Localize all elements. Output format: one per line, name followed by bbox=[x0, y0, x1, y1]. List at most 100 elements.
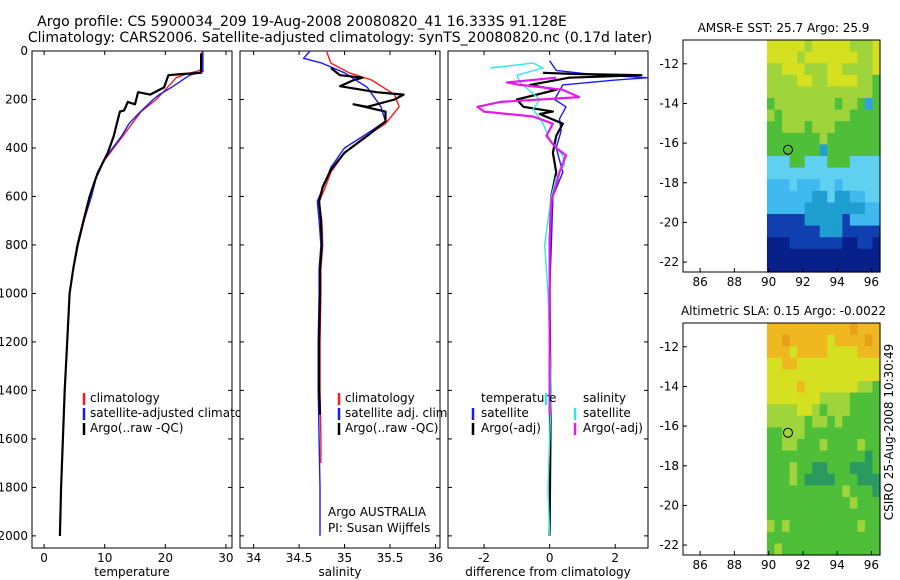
sst_map-cell bbox=[834, 51, 843, 64]
sst_map-cell bbox=[857, 40, 866, 53]
sla_map-argo-marker bbox=[782, 427, 793, 438]
sla_map-cell bbox=[774, 520, 783, 533]
sla_map-cell bbox=[849, 404, 858, 417]
sst_map-cell bbox=[782, 98, 791, 111]
sst_map-xtick-label: 94 bbox=[830, 275, 845, 289]
sla_map-cell bbox=[834, 473, 843, 486]
sla_map-cell bbox=[842, 497, 851, 510]
sla_map-cell bbox=[782, 439, 791, 452]
sla_map-cell bbox=[766, 485, 776, 498]
sla_map-cell bbox=[842, 369, 851, 382]
sla_map-cell bbox=[797, 369, 806, 382]
sla_map-cell bbox=[834, 404, 843, 417]
sst_map-cell bbox=[864, 51, 874, 64]
temperature-ytick-label: 800 bbox=[5, 238, 28, 252]
sst_map-cell bbox=[789, 190, 798, 203]
difference-xlabel: difference from climatology bbox=[465, 565, 631, 579]
sst_map-cell bbox=[849, 86, 858, 99]
sla_map-cell bbox=[797, 531, 806, 544]
sst_map-cell bbox=[849, 109, 858, 122]
sst_map-cell bbox=[842, 202, 851, 215]
sst_map-cell bbox=[827, 202, 836, 215]
sst_map-cell bbox=[864, 167, 874, 180]
sla_map-cell bbox=[804, 427, 813, 440]
sst_map-cell bbox=[842, 248, 851, 261]
sla_map-cell bbox=[849, 497, 858, 510]
sst_map-cell bbox=[812, 248, 821, 261]
sla_map-cell bbox=[766, 415, 776, 428]
sst_map-cell bbox=[827, 190, 836, 203]
sla_map-cell bbox=[789, 462, 798, 475]
sla_map-cell bbox=[857, 485, 866, 498]
sst_map-ytick-label: -18 bbox=[659, 176, 679, 190]
salinity-series bbox=[302, 50, 405, 536]
sla_map-cell bbox=[849, 520, 858, 533]
temperature-ytick-label: 1400 bbox=[0, 383, 28, 397]
sst_map-cell bbox=[766, 179, 776, 192]
sst_map-cell bbox=[842, 109, 851, 122]
sla_map-cell bbox=[864, 462, 874, 475]
sst_map-cell bbox=[782, 225, 791, 238]
sst_map-cell bbox=[834, 40, 843, 53]
sla_map-cell bbox=[782, 369, 791, 382]
sla_map-cell bbox=[789, 473, 798, 486]
sst_map-cell bbox=[842, 63, 851, 76]
sla_map-cell bbox=[827, 357, 836, 370]
sla_map-cell bbox=[842, 450, 851, 463]
sla_map-cell bbox=[849, 543, 858, 556]
sst_map-cell bbox=[782, 179, 791, 192]
sst_map-cell bbox=[789, 40, 798, 53]
sst_map-cell bbox=[864, 132, 874, 145]
sla_map-cell bbox=[804, 450, 813, 463]
sst_map-cell bbox=[864, 74, 874, 87]
sla_map-cell bbox=[766, 381, 776, 394]
temperature-ytick-label: 1000 bbox=[0, 286, 28, 300]
sst_map-cell bbox=[812, 202, 821, 215]
sst_map-cell bbox=[804, 202, 813, 215]
sst_map-cell bbox=[872, 179, 881, 192]
sst_map-cell bbox=[872, 51, 881, 64]
sst_map-cell bbox=[804, 121, 813, 134]
sst_map-cell bbox=[782, 260, 791, 273]
sst_map-cell bbox=[804, 237, 813, 250]
sst_map-cell bbox=[827, 51, 836, 64]
sst_map-cell bbox=[872, 260, 881, 273]
sst_map-cell bbox=[857, 237, 866, 250]
sla_map-cell bbox=[797, 404, 806, 417]
sst_map-cell bbox=[857, 225, 866, 238]
sla_map-cell bbox=[804, 323, 813, 336]
sla_map-cell bbox=[782, 485, 791, 498]
sst_map-cell bbox=[804, 167, 813, 180]
sst_map-cell bbox=[797, 167, 806, 180]
sla_map-cell bbox=[842, 439, 851, 452]
sst_map-cell bbox=[804, 214, 813, 227]
sla_map-xtick-label: 88 bbox=[727, 558, 742, 572]
sst_map-cell bbox=[819, 156, 828, 169]
sst_map-cell bbox=[842, 74, 851, 87]
sst_map-cell bbox=[766, 132, 776, 145]
difference-line-3 bbox=[476, 76, 581, 415]
sst_map-cell bbox=[812, 74, 821, 87]
sst_map-cell bbox=[819, 190, 828, 203]
sla_map-cell bbox=[819, 334, 828, 347]
sst_map-cell bbox=[834, 248, 843, 261]
sla_map-cell bbox=[864, 427, 874, 440]
sla_map-cell bbox=[812, 520, 821, 533]
sst_map-cell bbox=[774, 225, 783, 238]
sla_map-cell bbox=[834, 450, 843, 463]
sst_map-cell bbox=[857, 167, 866, 180]
sst_map-cell bbox=[834, 167, 843, 180]
sla_map-cell bbox=[797, 543, 806, 556]
sst_map-xtick-label: 88 bbox=[727, 275, 742, 289]
sst_map-cell bbox=[842, 260, 851, 273]
sla_map-cell bbox=[766, 543, 776, 556]
sla_map-cell bbox=[834, 439, 843, 452]
sla_map-cell bbox=[797, 450, 806, 463]
sst_map-cell bbox=[774, 248, 783, 261]
sla_map-cell bbox=[797, 427, 806, 440]
sla_map-cell bbox=[857, 462, 866, 475]
sst_map-cell bbox=[872, 167, 881, 180]
sst_map-cell bbox=[797, 40, 806, 53]
sla_map-cell bbox=[819, 508, 828, 521]
sst_map-cell bbox=[782, 202, 791, 215]
